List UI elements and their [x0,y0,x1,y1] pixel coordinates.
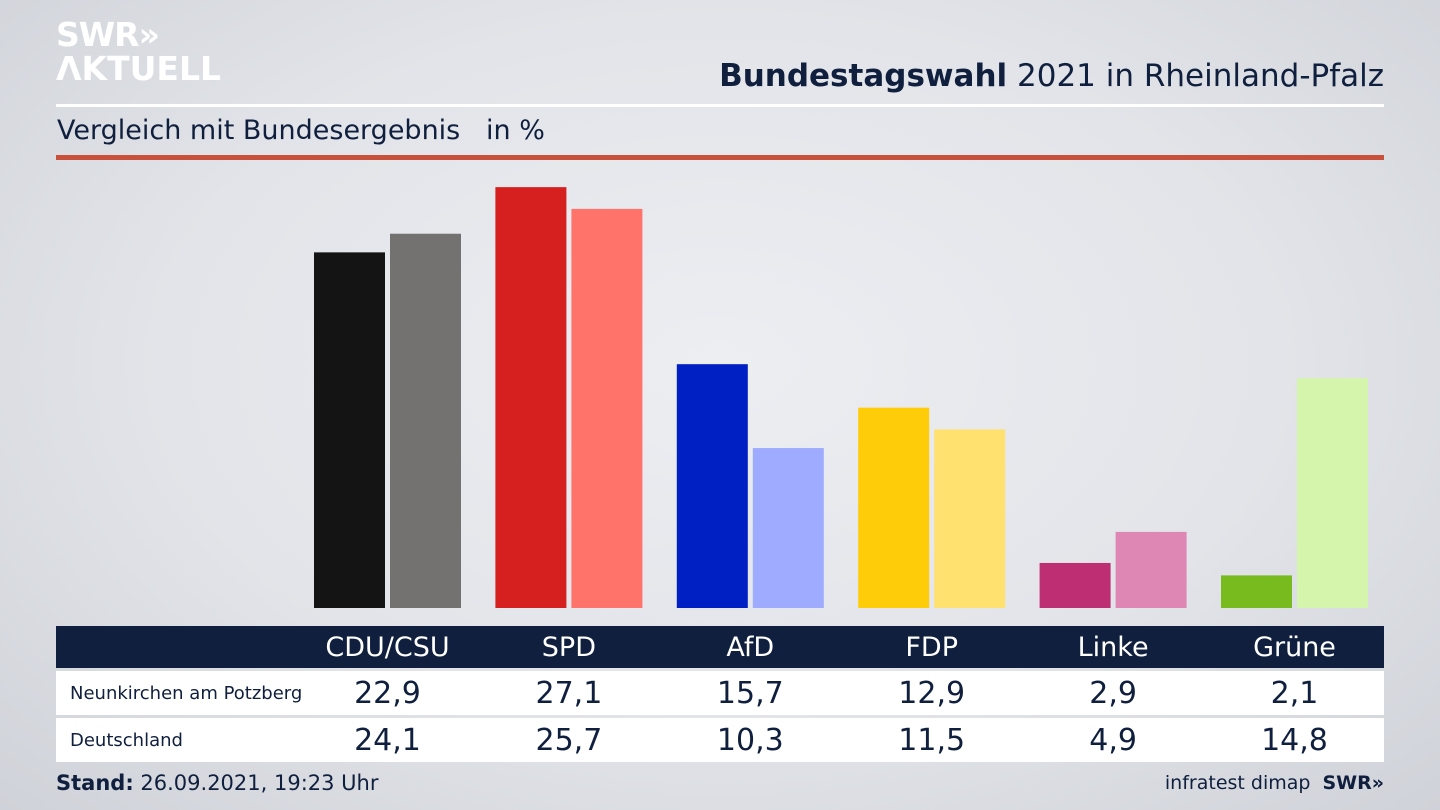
value-cell: 11,5 [898,722,966,758]
row-label: Deutschland [70,729,183,751]
bar-spd-local [495,187,567,608]
value-cell: 25,7 [535,722,603,758]
table-header: CDU/CSU SPD AfD FDP Linke Grüne [56,626,1384,668]
stand-value: 26.09.2021, 19:23 Uhr [133,771,379,795]
value-cell: 14,8 [1261,722,1328,758]
divider-red [56,155,1384,160]
value-cell: 22,9 [354,675,421,711]
results-table: CDU/CSU SPD AfD FDP Linke Grüne Neunkirchen a… [56,626,1384,762]
stand-label: Stand: [56,771,134,795]
divider-white [56,104,1384,107]
bar-spd-national [571,208,643,608]
title-rest: 2021 in Rheinland-Pfalz [1007,58,1384,94]
chart-subtitle: Vergleich mit Bundesergebnis in % [57,115,545,146]
bar-fdp-local [858,407,930,608]
value-cell: 10,3 [716,722,784,758]
column-header: Linke [1077,631,1149,663]
title-bold: Bundestagswahl [719,58,1008,94]
column-header: SPD [541,631,596,663]
table-row-local: Neunkirchen am Potzberg 22,9 27,1 15,7 12,9… [56,671,1384,715]
swr-logo: SWR» [1322,772,1384,794]
value-cell: 2,9 [1089,675,1137,711]
value-cell: 27,1 [535,675,603,711]
timestamp: Stand: 26.09.2021, 19:23 Uhr [56,771,379,795]
bar-chart [314,187,1368,609]
bar-fdp-national [934,429,1006,608]
column-header: FDP [905,631,958,663]
chart-title: Bundestagswahl 2021 in Rheinland-Pfalz [719,58,1384,94]
value-cell: 15,7 [716,675,784,711]
bar-grne-local [1221,575,1292,608]
source-credit: infratest dimap SWR» [1165,772,1384,794]
column-header: AfD [726,631,775,663]
logo-line-swr: SWR» [56,15,160,54]
bar-grne-national [1297,378,1368,608]
bar-cducsu-national [390,233,461,609]
bar-linke-national [1115,531,1187,608]
column-header: CDU/CSU [325,631,450,663]
bar-cducsu-local [314,252,385,608]
bar-linke-local [1039,562,1111,608]
swr-aktuell-logo: SWR» ΛKTUELL [56,18,221,86]
source-text: infratest dimap [1164,772,1311,794]
value-cell: 4,9 [1089,722,1137,758]
bar-afd-national [752,448,824,608]
bar-afd-local [676,364,748,608]
value-cell: 12,9 [898,675,966,711]
value-cell: 24,1 [354,722,421,758]
table-row-national: Deutschland 24,1 25,7 10,3 11,5 4,9 14,8 [56,718,1384,762]
value-cell: 2,1 [1270,675,1319,711]
row-label: Neunkirchen am Potzberg [70,682,303,704]
logo-line-aktuell: ΛKTUELL [56,49,222,88]
column-header: Grüne [1253,631,1336,663]
